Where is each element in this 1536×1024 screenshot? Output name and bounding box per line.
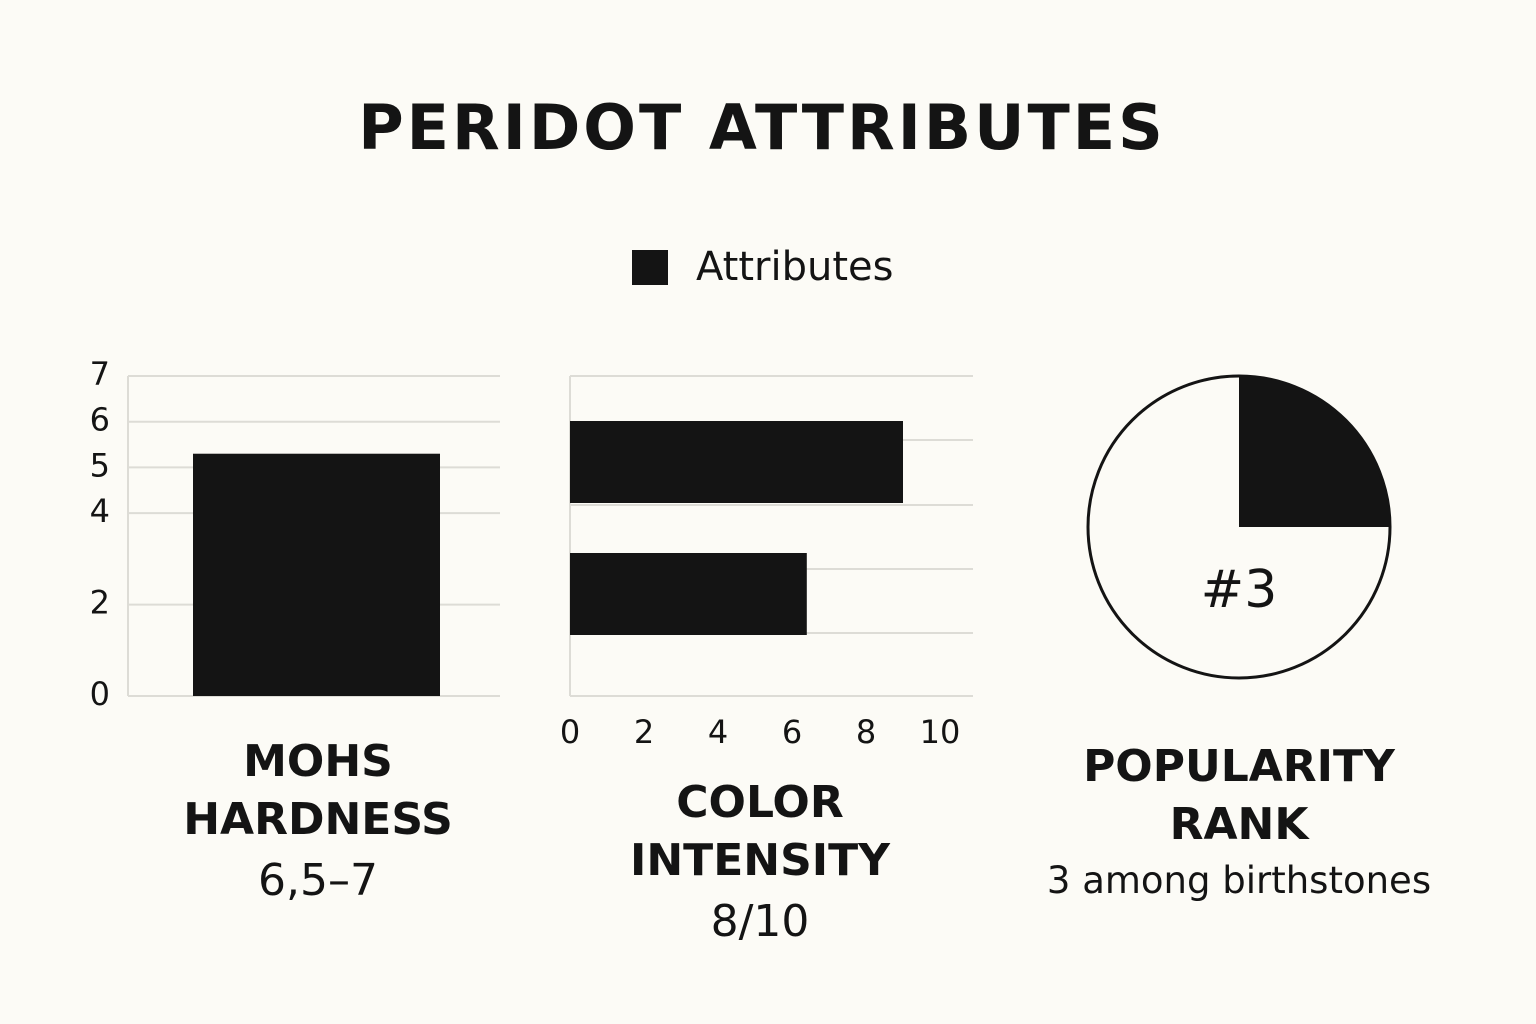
y-tick-label: 0: [90, 675, 110, 713]
chart-title: MOHS HARDNESS: [183, 736, 453, 845]
caption: COLOR INTENSITY 8/10: [600, 774, 920, 952]
pie-slice: [1088, 376, 1390, 678]
pie-outline: [1086, 374, 1392, 680]
legend-label: Attributes: [696, 244, 893, 290]
chart-title: COLOR INTENSITY: [629, 777, 891, 886]
chart-title: POPULARITY RANK: [1083, 741, 1395, 850]
page-title: PERIDOT ATTRIBUTES: [358, 91, 1166, 164]
chart-subtitle: 3 among birthstones: [1046, 859, 1432, 902]
chart-subtitle: 6,5–7: [258, 855, 378, 906]
x-tick-label: 6: [782, 713, 802, 751]
x-tick-label: 8: [856, 713, 876, 751]
caption: MOHS HARDNESS 6,5–7: [168, 733, 468, 911]
x-tick-label: 2: [634, 713, 654, 751]
bar: [570, 421, 903, 503]
caption: POPULARITY RANK 3 among birthstones: [1039, 738, 1439, 906]
x-tick-label: 4: [708, 713, 728, 751]
y-tick-label: 7: [90, 355, 110, 393]
chart-subtitle: 8/10: [710, 896, 810, 947]
x-tick-label: 10: [920, 713, 961, 751]
bar: [570, 553, 807, 635]
y-tick-label: 6: [90, 401, 110, 439]
pie-slice: [1239, 376, 1390, 527]
y-tick-label: 2: [90, 584, 110, 622]
bar: [193, 453, 440, 696]
y-tick-label: 4: [90, 492, 110, 530]
pie-center-label: #3: [1201, 560, 1278, 620]
y-tick-label: 5: [90, 446, 110, 484]
legend-swatch: [632, 250, 668, 285]
x-tick-label: 0: [560, 713, 580, 751]
